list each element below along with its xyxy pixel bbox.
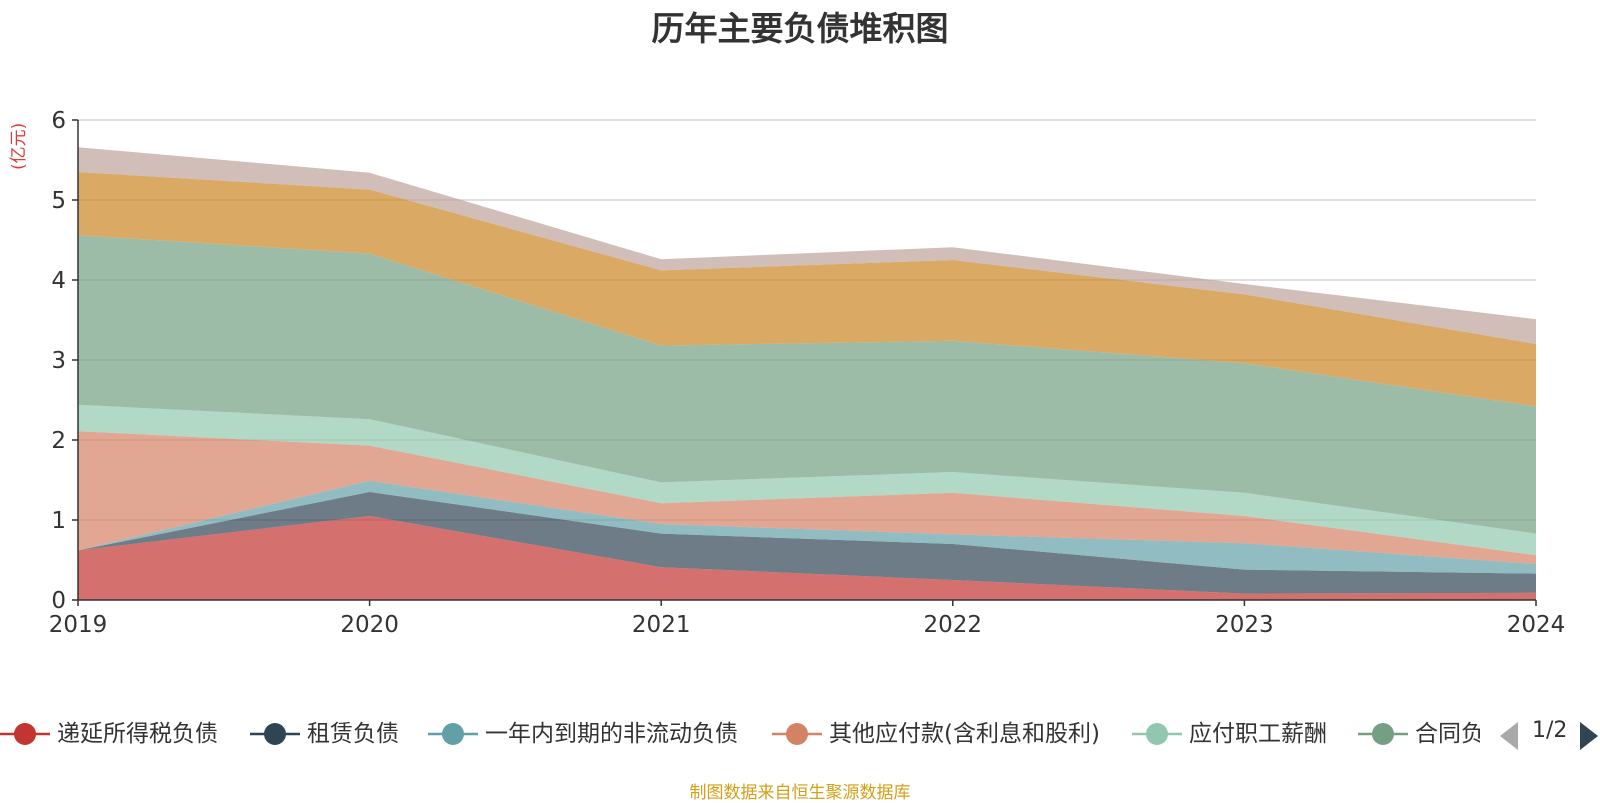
legend-label: 其他应付款(含利息和股利)	[829, 721, 1100, 747]
y-tick-label: 3	[51, 348, 66, 374]
x-tick-label: 2019	[49, 612, 108, 638]
area-series-7	[78, 172, 1536, 407]
y-tick-label: 2	[51, 428, 66, 454]
legend-prev-page-icon[interactable]	[1500, 722, 1518, 750]
legend-label: 合同负	[1415, 721, 1480, 747]
legend-label: 递延所得税负债	[57, 721, 218, 747]
legend-marker-icon	[428, 723, 478, 745]
x-tick-label: 2024	[1507, 612, 1566, 638]
x-tick-label: 2023	[1215, 612, 1274, 638]
y-tick-label: 6	[51, 108, 66, 134]
y-tick-label: 0	[51, 588, 66, 614]
x-tick-label: 2020	[340, 612, 399, 638]
legend-pager[interactable]: 1/2	[1498, 716, 1600, 752]
legend-page-info: 1/2	[1532, 718, 1568, 743]
area-series-8	[78, 147, 1536, 344]
area-series-3	[78, 480, 1536, 574]
area-series-6	[78, 235, 1536, 534]
chart-title: 历年主要负债堆积图	[651, 9, 949, 48]
area-series-4	[78, 431, 1536, 564]
legend-marker-icon	[1358, 723, 1408, 745]
legend[interactable]: 递延所得税负债 租赁负债 一年内到期的非流动负债 其他应付款(含利息和股利) 应付职工薪…	[0, 716, 1600, 756]
legend-marker-icon	[1132, 723, 1182, 745]
x-tick-label: 2022	[924, 612, 983, 638]
legend-marker-icon	[772, 723, 822, 745]
y-tick-label: 4	[51, 268, 66, 294]
legend-next-page-icon[interactable]	[1580, 722, 1598, 750]
legend-marker-icon	[0, 723, 50, 745]
legend-label: 一年内到期的非流动负债	[485, 721, 738, 747]
y-tick-label: 1	[51, 508, 66, 534]
area-series-2	[78, 492, 1536, 594]
legend-label: 应付职工薪酬	[1189, 721, 1327, 747]
legend-marker-icon	[250, 723, 300, 745]
x-tick-label: 2021	[632, 612, 691, 638]
stacked-area-chart: 0 1 2 3 4 5 6 2019 2020 2021 2022 2023 2024	[49, 108, 1566, 638]
area-series-1	[78, 516, 1536, 600]
area-series-5	[78, 404, 1536, 556]
source-note: 制图数据来自恒生聚源数据库	[689, 783, 911, 803]
legend-label: 租赁负债	[307, 721, 399, 747]
y-tick-label: 5	[51, 188, 66, 214]
